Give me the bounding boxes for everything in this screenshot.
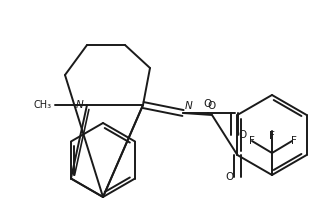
Text: O: O bbox=[238, 130, 246, 140]
Text: F: F bbox=[249, 136, 255, 146]
Text: F: F bbox=[269, 131, 275, 141]
Text: N: N bbox=[185, 101, 193, 111]
Text: O: O bbox=[208, 101, 216, 111]
Text: O: O bbox=[225, 172, 233, 182]
Text: F: F bbox=[291, 136, 297, 146]
Text: N: N bbox=[75, 100, 83, 110]
Text: O: O bbox=[204, 99, 212, 109]
Text: CH₃: CH₃ bbox=[34, 100, 52, 110]
